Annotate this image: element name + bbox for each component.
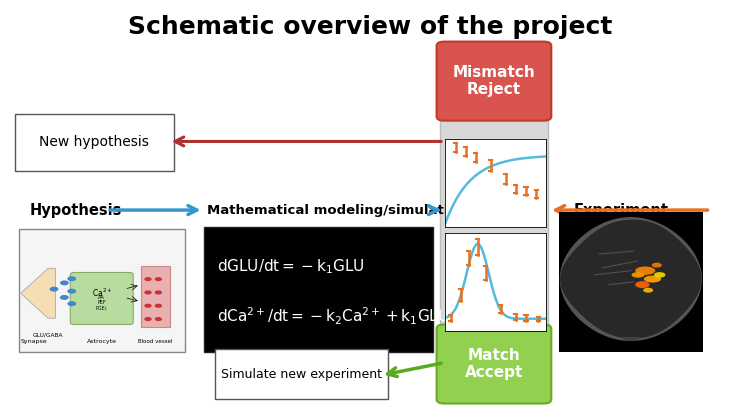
Circle shape xyxy=(155,304,162,308)
Text: Experiment: Experiment xyxy=(574,203,668,218)
Circle shape xyxy=(67,276,76,281)
Ellipse shape xyxy=(631,272,645,277)
Text: Ca$^{2+}$: Ca$^{2+}$ xyxy=(92,287,112,300)
Text: Synapse: Synapse xyxy=(21,339,47,344)
Text: Mathematical modeling/simulation: Mathematical modeling/simulation xyxy=(207,203,467,217)
Polygon shape xyxy=(21,268,56,318)
Text: Mismatch
Reject: Mismatch Reject xyxy=(453,65,535,97)
FancyBboxPatch shape xyxy=(204,227,433,352)
Text: Schematic overview of the project: Schematic overview of the project xyxy=(128,15,612,39)
FancyBboxPatch shape xyxy=(141,266,170,327)
FancyBboxPatch shape xyxy=(440,110,548,360)
Circle shape xyxy=(144,277,152,281)
Circle shape xyxy=(67,289,76,294)
Text: AA
PEF
PGE₂: AA PEF PGE₂ xyxy=(96,295,107,311)
Text: Match
Accept: Match Accept xyxy=(465,348,523,380)
Ellipse shape xyxy=(654,272,665,277)
Ellipse shape xyxy=(635,281,650,288)
FancyBboxPatch shape xyxy=(215,349,388,399)
Text: Astrocyte: Astrocyte xyxy=(87,339,117,344)
Text: $\mathsf{dCa^{2+}/dt = -k_2Ca^{2+} + k_1GLU}$: $\mathsf{dCa^{2+}/dt = -k_2Ca^{2+} + k_1… xyxy=(217,306,449,327)
Polygon shape xyxy=(561,220,701,338)
Ellipse shape xyxy=(643,288,653,292)
Circle shape xyxy=(144,304,152,308)
Circle shape xyxy=(144,317,152,321)
Circle shape xyxy=(50,287,58,292)
FancyBboxPatch shape xyxy=(437,324,551,404)
FancyBboxPatch shape xyxy=(437,42,551,121)
Ellipse shape xyxy=(644,275,661,282)
FancyBboxPatch shape xyxy=(15,114,174,171)
FancyBboxPatch shape xyxy=(18,229,185,352)
Polygon shape xyxy=(560,218,702,340)
Polygon shape xyxy=(622,338,639,340)
Text: Hypothesis: Hypothesis xyxy=(30,203,122,218)
Polygon shape xyxy=(561,220,701,338)
Text: Simulate new experiment: Simulate new experiment xyxy=(221,368,382,381)
Circle shape xyxy=(67,301,76,306)
Circle shape xyxy=(60,295,69,300)
Text: Blood vessel: Blood vessel xyxy=(138,339,172,344)
Text: $\mathsf{dGLU/dt = -k_1GLU}$: $\mathsf{dGLU/dt = -k_1GLU}$ xyxy=(217,258,365,276)
Text: GLU/GABA: GLU/GABA xyxy=(33,332,64,337)
Ellipse shape xyxy=(652,262,662,267)
Circle shape xyxy=(155,290,162,295)
Text: New hypothesis: New hypothesis xyxy=(39,136,149,149)
Circle shape xyxy=(144,290,152,295)
Circle shape xyxy=(155,277,162,281)
FancyBboxPatch shape xyxy=(70,272,133,324)
Ellipse shape xyxy=(635,267,656,275)
Circle shape xyxy=(155,317,162,321)
Circle shape xyxy=(60,280,69,285)
